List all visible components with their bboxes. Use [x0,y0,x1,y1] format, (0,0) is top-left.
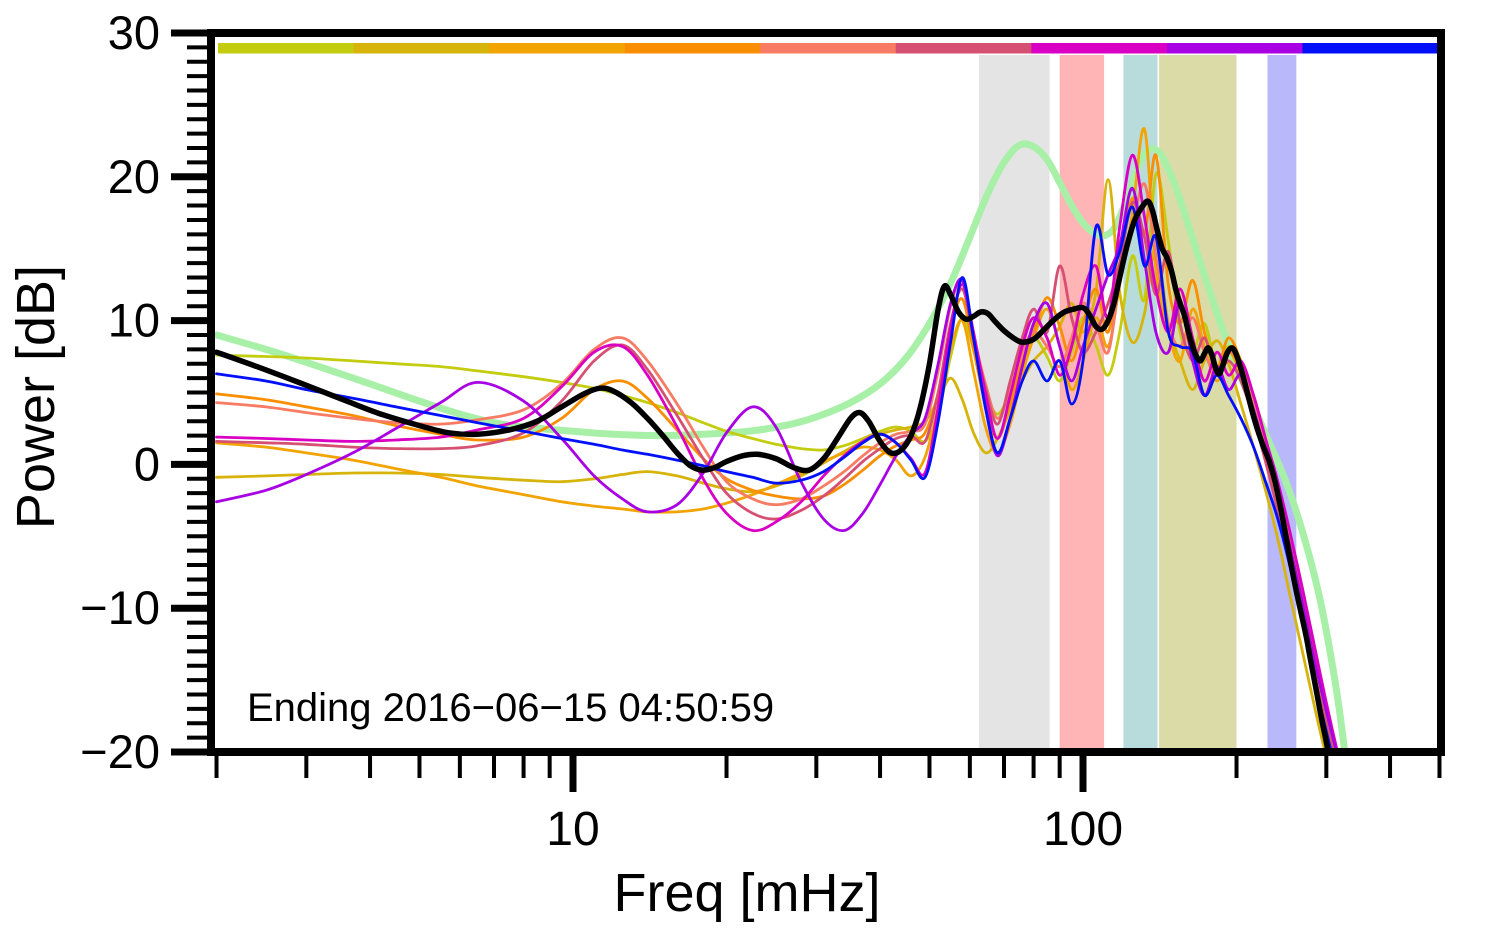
x-tick-label-100: 100 [1043,803,1123,856]
time-colorbar [218,43,1439,54]
time-colorbar-segment-9 [1302,43,1439,54]
spectrum-curve-window-7-magenta [215,153,1339,749]
y-tick-label-10: 10 [108,294,160,347]
y-tick-label--10: −10 [80,581,160,634]
y-tick-label--20: −20 [80,725,160,778]
time-colorbar-segment-7 [1031,43,1168,54]
band-olive [1159,55,1237,748]
time-colorbar-segment-6 [895,43,1032,54]
x-axis-title: Freq [mHz] [613,863,881,923]
y-tick-label-0: 0 [134,437,160,490]
time-colorbar-segment-3 [489,43,626,54]
band-lavender [1267,55,1297,748]
spectrum-curve-window-9-blue [215,205,1332,749]
band-pink [1059,55,1105,748]
time-colorbar-segment-1 [218,43,355,54]
x-tick-label-10: 10 [546,803,599,856]
axis-ticks [171,29,1442,792]
ending-time-annotation: Ending 2016−06−15 04:50:59 [247,686,775,730]
spectrum-curve-mean-spectrum [215,198,1331,749]
spectra-curves-layer [215,127,1348,749]
y-tick-label-20: 20 [108,150,160,203]
frequency-bands-layer [978,55,1297,748]
time-colorbar-segment-5 [760,43,897,54]
y-axis-title: Power [dB] [6,264,66,530]
time-colorbar-segment-8 [1166,43,1304,54]
y-tick-label-30: 30 [108,6,160,59]
time-colorbar-segment-4 [624,43,761,54]
time-colorbar-segment-2 [353,43,490,54]
